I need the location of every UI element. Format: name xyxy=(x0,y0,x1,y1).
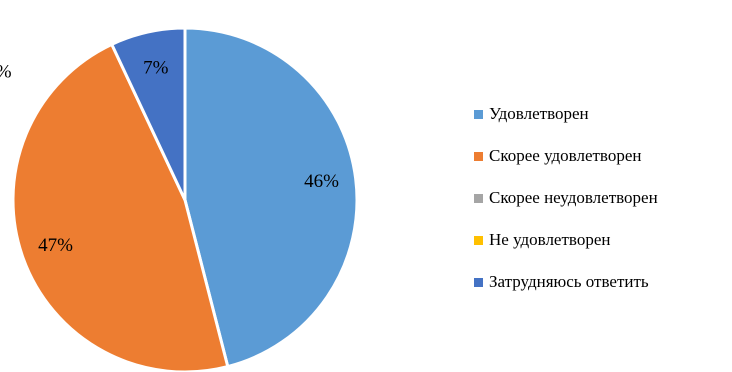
legend-label-rather-satisfied: Скорее удовлетворен xyxy=(489,146,642,165)
legend-label-hard-to-say: Затрудняюсь ответить xyxy=(489,272,649,291)
legend-item-rather-dissatisfied: Скорее неудовлетворен xyxy=(474,188,658,208)
legend-label-satisfied: Удовлетворен xyxy=(489,104,589,123)
legend-swatch-rather-satisfied xyxy=(474,151,483,161)
data-label-hard-to-say: 7% xyxy=(143,57,169,78)
legend-item-dissatisfied: Не удовлетворен xyxy=(474,230,658,250)
legend-swatch-rather-dissatisfied xyxy=(474,193,483,203)
data-label-dissatisfied: 0% xyxy=(0,62,12,83)
legend-item-hard-to-say: Затрудняюсь ответить xyxy=(474,272,658,292)
pie-slices xyxy=(11,26,359,372)
legend-swatch-hard-to-say xyxy=(474,277,483,287)
data-label-rather-satisfied: 47% xyxy=(38,235,73,256)
chart-legend: Удовлетворен Скорее удовлетворен Скорее … xyxy=(474,104,658,314)
legend-swatch-dissatisfied xyxy=(474,235,483,245)
legend-label-dissatisfied: Не удовлетворен xyxy=(489,230,611,249)
pie-data-labels: 46%47%0%0%7% xyxy=(0,57,339,256)
data-label-satisfied: 46% xyxy=(304,171,339,192)
legend-item-satisfied: Удовлетворен xyxy=(474,104,658,124)
pie-slice-hard-to-say xyxy=(110,26,187,202)
pie-slice-rather-satisfied xyxy=(11,42,230,372)
legend-label-rather-dissatisfied: Скорее неудовлетворен xyxy=(489,188,658,207)
legend-item-rather-satisfied: Скорее удовлетворен xyxy=(474,146,658,166)
legend-swatch-satisfied xyxy=(474,109,483,119)
pie-slice-satisfied xyxy=(183,26,359,369)
